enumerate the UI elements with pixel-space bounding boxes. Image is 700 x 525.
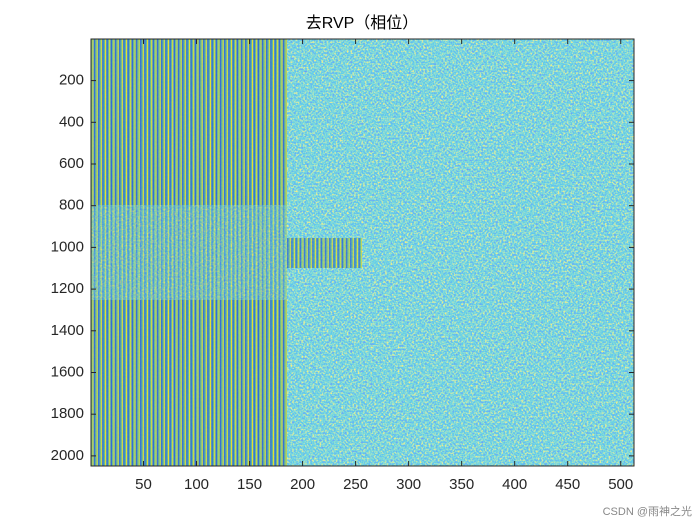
- y-tick-label: 200: [59, 72, 84, 89]
- y-tick-label: 1400: [51, 322, 84, 339]
- watermark: CSDN @雨神之光: [603, 504, 692, 518]
- x-tick-label: 400: [502, 476, 527, 493]
- y-tick-label: 1200: [51, 280, 84, 297]
- y-tick-label: 2000: [51, 447, 84, 464]
- axes-box: [90, 38, 635, 467]
- image-center: [287, 238, 362, 268]
- x-tick-label: 500: [608, 476, 633, 493]
- y-tick-label: 800: [59, 197, 84, 214]
- x-tick-label: 250: [343, 476, 368, 493]
- y-tick-label: 1000: [51, 238, 84, 255]
- y-tick-label: 1600: [51, 363, 84, 380]
- chart-title: 去RVP（相位）: [306, 14, 419, 32]
- x-tick-label: 50: [135, 476, 152, 493]
- y-tick-label: 400: [59, 113, 84, 130]
- x-tick-label: 200: [290, 476, 315, 493]
- image: [91, 39, 634, 466]
- x-tick-label: 450: [555, 476, 580, 493]
- image-band: [91, 205, 287, 300]
- x-tick-label: 150: [237, 476, 262, 493]
- y-tick-label: 1800: [51, 405, 84, 422]
- x-tick-label: 300: [396, 476, 421, 493]
- x-tick-label: 350: [449, 476, 474, 493]
- y-tick-label: 600: [59, 155, 84, 172]
- x-tick-label: 100: [184, 476, 209, 493]
